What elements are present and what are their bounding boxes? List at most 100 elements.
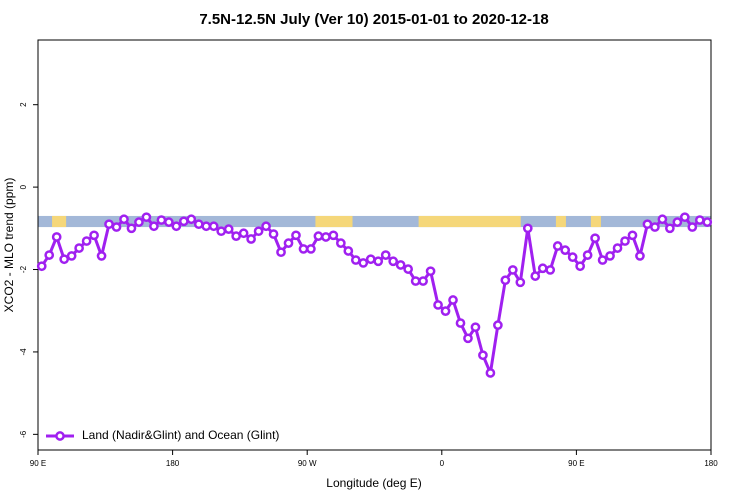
data-point xyxy=(635,251,645,261)
y-tick-label: -2 xyxy=(19,265,28,273)
plot-frame xyxy=(37,39,712,451)
data-point xyxy=(522,223,533,234)
data-point xyxy=(642,219,653,230)
data-point xyxy=(545,265,556,275)
data-point xyxy=(612,243,623,253)
x-tick-label: 90 W xyxy=(298,459,317,468)
data-point xyxy=(156,215,167,225)
data-point xyxy=(193,219,204,230)
data-point xyxy=(59,254,70,265)
data-point xyxy=(515,277,526,288)
data-point xyxy=(702,217,713,227)
data-point xyxy=(238,228,249,239)
data-point xyxy=(605,251,615,261)
data-point xyxy=(470,322,481,333)
data-point xyxy=(81,236,92,246)
data-point xyxy=(493,320,503,330)
y-tick-label: -6 xyxy=(19,430,28,438)
x-tick-label: 180 xyxy=(166,459,180,468)
data-point xyxy=(261,221,271,232)
y-tick-label: 2 xyxy=(19,102,28,107)
data-point xyxy=(537,263,548,274)
data-point xyxy=(36,261,47,272)
data-point xyxy=(358,258,369,268)
data-point xyxy=(463,333,473,344)
data-point xyxy=(201,221,212,232)
x-tick-label: 0 xyxy=(440,459,445,468)
data-point xyxy=(575,261,585,272)
data-point xyxy=(410,276,421,286)
data-point xyxy=(291,230,301,241)
data-line xyxy=(40,215,708,379)
data-point xyxy=(552,241,563,251)
data-point xyxy=(672,217,683,227)
data-point xyxy=(597,255,608,265)
data-point xyxy=(560,245,571,256)
data-point xyxy=(500,275,511,286)
chart-title: 7.5N-12.5N July (Ver 10) 2015-01-01 to 2… xyxy=(199,11,548,28)
data-point xyxy=(223,224,234,234)
data-point xyxy=(306,244,316,254)
data-point xyxy=(253,226,264,237)
ocean-band xyxy=(38,215,711,228)
data-point xyxy=(388,256,399,267)
data-point xyxy=(298,244,309,254)
data-point xyxy=(89,230,99,241)
data-point xyxy=(268,229,279,239)
data-point xyxy=(276,247,286,258)
data-point xyxy=(650,222,660,232)
data-point xyxy=(216,226,227,237)
data-point xyxy=(395,260,406,270)
data-point xyxy=(567,252,578,263)
data-point xyxy=(582,250,593,260)
data-point xyxy=(44,250,55,260)
data-point xyxy=(365,254,376,265)
data-point xyxy=(350,255,361,265)
data-point xyxy=(171,221,182,232)
data-point xyxy=(694,215,705,225)
legend-marker xyxy=(55,431,65,441)
data-point xyxy=(51,232,62,242)
x-tick-label: 90 E xyxy=(30,459,46,468)
data-point xyxy=(104,219,114,230)
data-point xyxy=(687,222,698,232)
data-point xyxy=(246,234,256,244)
y-tick-label: -4 xyxy=(19,348,28,356)
y-axis-label: XCO2 - MLO trend (ppm) xyxy=(2,178,16,313)
data-point xyxy=(403,264,413,274)
y-tick-label: 0 xyxy=(19,184,28,189)
data-point xyxy=(321,232,331,242)
data-point xyxy=(433,300,443,310)
data-point xyxy=(141,212,152,223)
data-point xyxy=(231,231,242,241)
data-point xyxy=(208,221,219,232)
data-point xyxy=(485,368,496,378)
data-point xyxy=(418,276,428,286)
data-point xyxy=(440,306,451,316)
land-segment xyxy=(555,215,566,228)
data-point xyxy=(627,230,638,241)
data-point xyxy=(425,266,436,277)
data-point xyxy=(343,246,354,256)
data-point xyxy=(283,238,294,248)
legend-label: Land (Nadir&Glint) and Ocean (Glint) xyxy=(82,428,279,442)
data-point xyxy=(74,243,84,253)
data-point xyxy=(134,217,144,227)
land-segment xyxy=(315,215,353,228)
data-point xyxy=(119,214,129,225)
data-point xyxy=(186,214,197,225)
data-point xyxy=(328,230,339,241)
x-tick-label: 180 xyxy=(704,459,718,468)
x-tick-label: 90 E xyxy=(568,459,584,468)
data-point xyxy=(530,271,541,281)
data-point xyxy=(111,222,122,232)
data-point xyxy=(313,231,324,241)
data-point xyxy=(149,221,159,232)
data-point xyxy=(665,223,675,234)
data-point xyxy=(96,251,107,261)
data-point xyxy=(590,233,600,244)
data-point xyxy=(336,238,346,248)
land-segment xyxy=(418,215,521,228)
land-segment xyxy=(52,215,67,228)
